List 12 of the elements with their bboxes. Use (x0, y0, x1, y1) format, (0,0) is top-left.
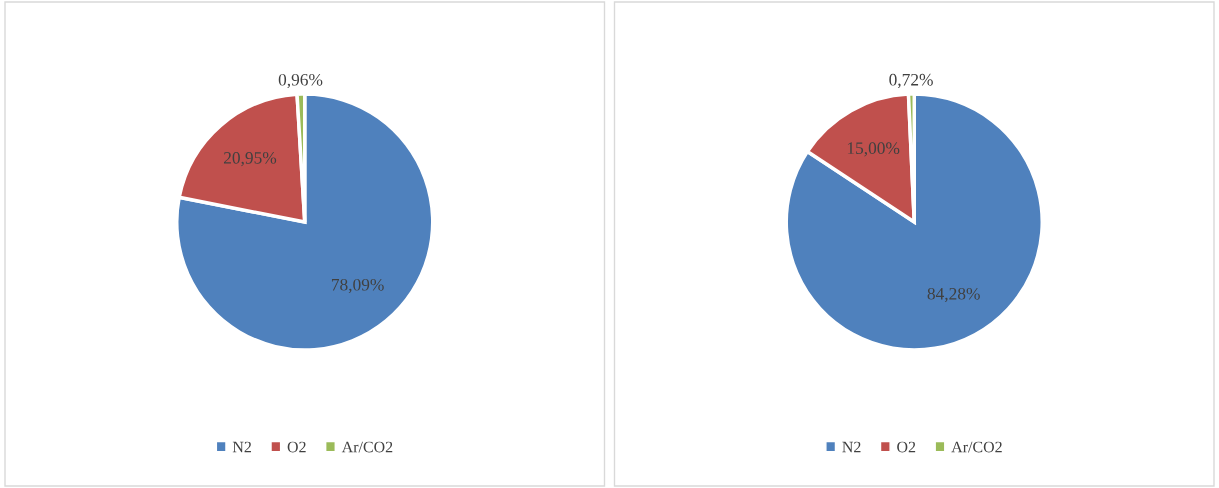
legend-label: N2 (232, 441, 251, 453)
legend-label: O2 (287, 441, 306, 453)
legend-label: Ar/CO2 (341, 441, 393, 453)
data-label: 15,00% (847, 142, 900, 157)
legend-label: O2 (897, 441, 916, 453)
data-label: 78,09% (331, 278, 384, 294)
data-label: 0,96% (278, 73, 323, 89)
data-label: 20,95% (223, 152, 277, 167)
data-label: 0,72% (889, 73, 933, 89)
legend-label: Ar/CO2 (951, 441, 1002, 453)
data-label: 84,28% (927, 287, 980, 303)
legend-label: N2 (842, 441, 861, 453)
